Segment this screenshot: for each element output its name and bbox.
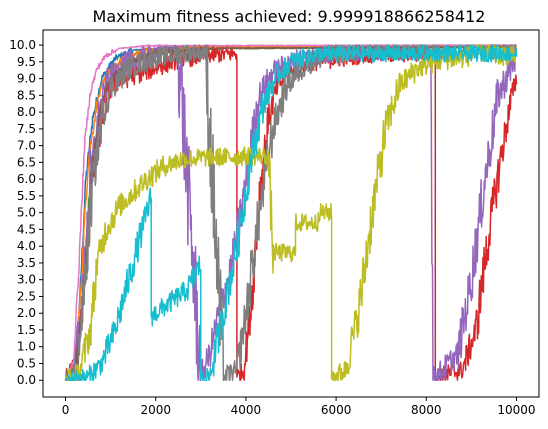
y-tick-label: 7.5 [17, 122, 36, 136]
series-line-4 [64, 45, 518, 381]
y-tick-label: 8.0 [17, 105, 36, 119]
x-tick-label: 8000 [411, 403, 442, 417]
series-line-2 [64, 44, 517, 381]
y-tick-label: 3.0 [17, 273, 36, 287]
y-tick-label: 2.5 [17, 289, 36, 303]
y-tick-label: 8.5 [17, 88, 36, 102]
y-tick-label: 4.0 [17, 239, 36, 253]
y-tick-label: 1.5 [17, 323, 36, 337]
y-tick-label: 7.0 [17, 139, 36, 153]
y-tick-label: 10.0 [9, 38, 36, 52]
y-tick-label: 3.5 [17, 256, 36, 270]
x-axis: 0 2000 4000 6000 8000 10000 [62, 397, 536, 417]
series-line-9 [64, 44, 518, 381]
y-axis: 0.0 0.5 1.0 1.5 2.0 2.5 3.0 3.5 4.0 4.5 5.0 5.5 6.0 6… [9, 38, 43, 387]
chart-title: Maximum fitness achieved: 9.999918866258… [93, 7, 486, 26]
series-line-3 [65, 46, 517, 381]
y-tick-label: 9.0 [17, 72, 36, 86]
y-tick-label: 0.0 [17, 373, 36, 387]
y-tick-label: 1.0 [17, 340, 36, 354]
plot-frame [42, 29, 540, 398]
y-tick-label: 6.5 [17, 155, 36, 169]
series-line-7 [64, 44, 517, 381]
series-line-1 [64, 44, 517, 381]
y-tick-label: 0.5 [17, 356, 36, 370]
x-tick-label: 2000 [140, 403, 171, 417]
series-line-6 [64, 45, 517, 381]
series-line-5 [65, 44, 518, 381]
series-line-8 [65, 44, 518, 381]
y-tick-label: 5.5 [17, 189, 36, 203]
x-tick-label: 10000 [497, 403, 535, 417]
series-line-10 [64, 44, 518, 381]
x-tick-label: 4000 [231, 403, 262, 417]
x-tick-label: 0 [62, 403, 70, 417]
y-tick-label: 5.0 [17, 206, 36, 220]
y-tick-label: 6.0 [17, 172, 36, 186]
y-tick-label: 4.5 [17, 222, 36, 236]
y-tick-label: 9.5 [17, 55, 36, 69]
x-tick-label: 6000 [321, 403, 352, 417]
y-tick-label: 2.0 [17, 306, 36, 320]
